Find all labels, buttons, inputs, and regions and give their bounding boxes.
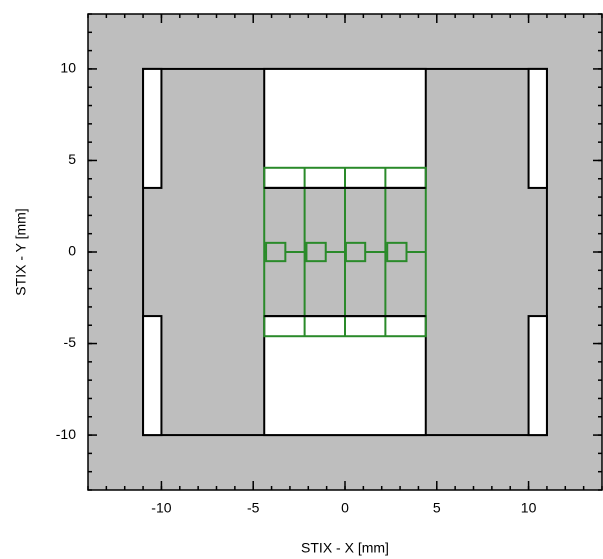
pixel xyxy=(344,241,367,263)
y-tick-label: -5 xyxy=(64,334,77,350)
pixel xyxy=(265,241,287,263)
y-tick-label: 10 xyxy=(60,60,76,76)
x-axis-label: STIX - X [mm] xyxy=(301,540,389,556)
region xyxy=(527,67,548,189)
y-tick-label: -10 xyxy=(56,426,76,442)
y-tick-label: 5 xyxy=(68,151,76,167)
region xyxy=(527,315,548,437)
y-tick-label: 0 xyxy=(68,243,76,259)
x-tick-label: 5 xyxy=(433,500,441,516)
pixel xyxy=(305,241,327,263)
pixel xyxy=(386,241,408,263)
region xyxy=(142,315,163,437)
x-tick-label: -10 xyxy=(151,500,171,516)
x-tick-label: 10 xyxy=(521,500,537,516)
y-axis-label: STIX - Y [mm] xyxy=(13,208,29,295)
x-tick-label: 0 xyxy=(341,500,349,516)
region xyxy=(142,67,163,189)
x-tick-label: -5 xyxy=(247,500,260,516)
